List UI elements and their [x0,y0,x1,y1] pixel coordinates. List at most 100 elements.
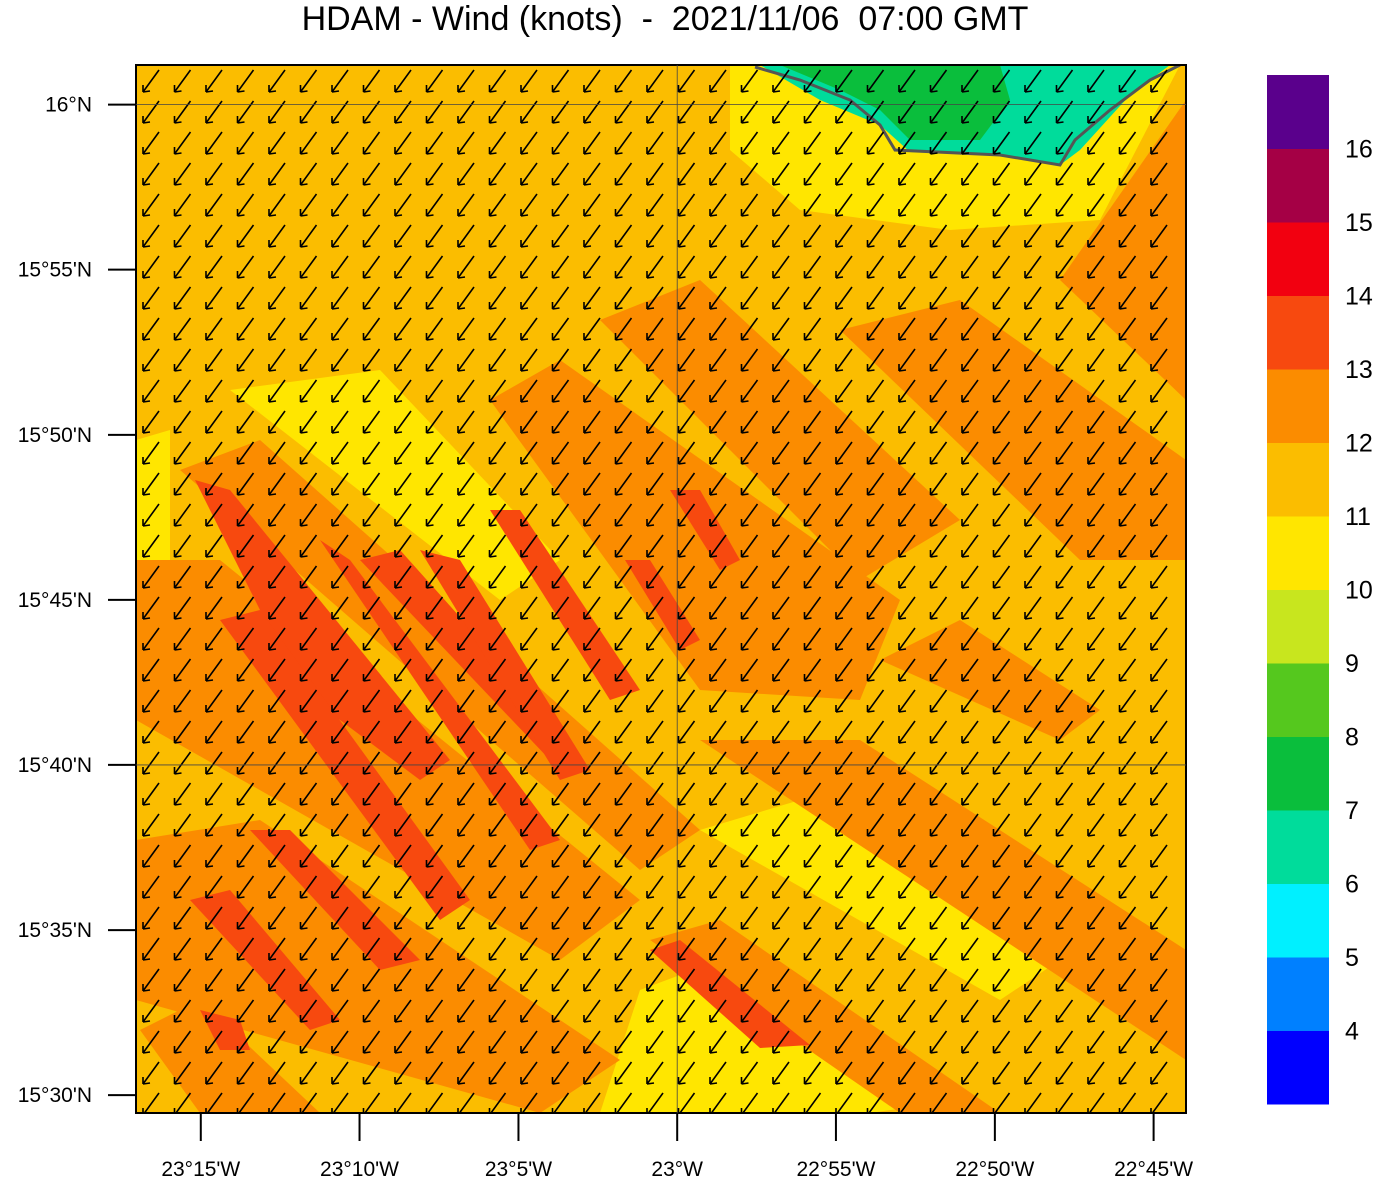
wind-arrow [394,441,412,465]
wind-arrow [362,813,381,837]
wind-arrow [457,286,475,310]
wind-arrow [488,317,507,341]
wind-arrow [142,317,160,341]
wind-arrow [772,689,790,713]
wind-arrow [1055,224,1074,248]
wind-arrow [520,720,538,744]
wind-arrow [1024,379,1042,403]
wind-arrow [1118,1030,1137,1054]
x-tick-label: 23°5'W [485,1158,552,1180]
wind-arrow [268,317,286,341]
wind-arrow [1024,937,1042,961]
wind-arrow [866,472,885,496]
wind-arrow [614,906,633,930]
wind-arrow [457,534,475,558]
wind-arrow [268,658,286,682]
wind-arrow [929,286,948,310]
wind-arrow [709,937,727,961]
wind-arrow [835,999,853,1023]
wind-arrow [992,503,1011,527]
wind-arrow [772,503,790,527]
wind-arrow [425,255,444,279]
wind-arrow [740,379,759,403]
wind-arrow [331,906,349,930]
wind-arrow [646,317,664,341]
wind-arrow [1150,596,1168,620]
wind-arrow [488,720,507,744]
colorbar-swatch [1267,516,1329,590]
wind-arrow [898,1061,916,1085]
wind-arrow [457,472,475,496]
wind-arrow [268,441,286,465]
wind-arrow [1024,317,1042,341]
wind-arrow [803,937,822,961]
wind-arrow [236,348,255,372]
wind-arrow [929,441,948,465]
wind-arrow [1055,751,1074,775]
wind-arrow [740,565,759,589]
wind-arrow [772,69,790,93]
wind-arrow [709,999,727,1023]
wind-arrow [142,472,160,496]
wind-arrow [142,658,160,682]
wind-arrow [1024,844,1042,868]
wind-arrow [236,875,255,899]
wind-arrow [866,813,885,837]
wind-arrow [520,286,538,310]
wind-arrow [614,255,633,279]
wind-arrow [709,627,727,651]
wind-arrow [772,875,790,899]
wind-arrow [709,534,727,558]
wind-arrow [583,503,601,527]
wind-arrow [803,69,822,93]
wind-arrow [1118,999,1137,1023]
wind-arrow [803,131,822,155]
wind-arrow [551,720,570,744]
wind-arrow [520,534,538,558]
wind-arrow [394,317,412,341]
wind-arrow [268,999,286,1023]
wind-arrow [142,720,160,744]
wind-arrow [614,534,633,558]
wind-arrow [1055,813,1074,837]
plot-frame [135,64,1187,1114]
wind-arrow [142,410,160,434]
wind-arrow [173,751,192,775]
wind-arrow [866,627,885,651]
wind-arrow [551,286,570,310]
wind-arrow [236,999,255,1023]
wind-arrow [331,968,349,992]
x-tick-label: 23°10'W [320,1158,399,1180]
wind-arrow [331,875,349,899]
wind-arrow [677,596,696,620]
wind-arrow [205,720,223,744]
wind-arrow [142,255,160,279]
wind-arrow [1087,813,1105,837]
wind-arrow [173,69,192,93]
wind-arrow [457,348,475,372]
wind-arrow [1087,379,1105,403]
wind-arrow [299,751,318,775]
wind-arrow [898,627,916,651]
wind-arrow [677,348,696,372]
wind-arrow [236,906,255,930]
x-tick-label: 22°50'W [955,1158,1034,1180]
wind-arrow [835,162,853,186]
wind-arrow [677,1092,696,1113]
wind-arrow [1055,999,1074,1023]
wind-arrow [835,348,853,372]
wind-arrow [425,224,444,248]
wind-arrow [299,875,318,899]
wind-arrow [394,565,412,589]
colorbar-swatch [1267,295,1329,370]
wind-arrow [488,565,507,589]
wind-arrow [1118,441,1137,465]
wind-arrow [1150,379,1168,403]
wind-arrow [457,565,475,589]
wind-arrow [1087,720,1105,744]
wind-arrow [898,472,916,496]
wind-arrow [488,410,507,434]
wind-arrow [866,751,885,775]
wind-arrow [1024,348,1042,372]
wind-arrow [583,813,601,837]
